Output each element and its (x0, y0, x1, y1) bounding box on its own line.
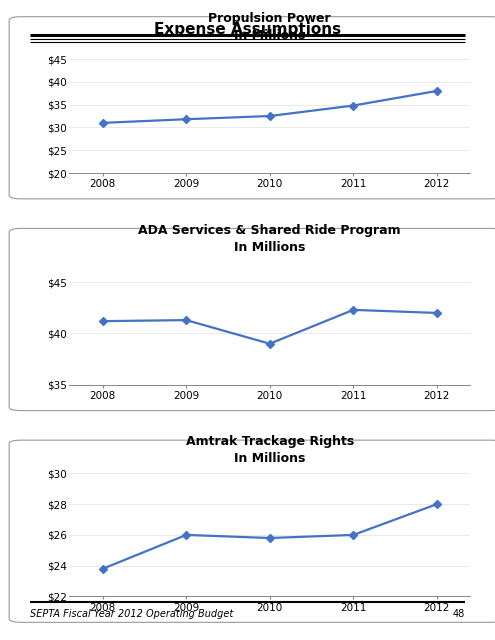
Title: Amtrak Trackage Rights
In Millions: Amtrak Trackage Rights In Millions (186, 435, 354, 465)
FancyBboxPatch shape (9, 228, 495, 411)
FancyBboxPatch shape (9, 440, 495, 622)
Text: Expense Assumptions: Expense Assumptions (154, 22, 341, 36)
Title: Propulsion Power
In Millions: Propulsion Power In Millions (208, 12, 331, 42)
Title: ADA Services & Shared Ride Program
In Millions: ADA Services & Shared Ride Program In Mi… (139, 223, 401, 253)
Text: 48: 48 (453, 609, 465, 620)
Text: SEPTA Fiscal Year 2012 Operating Budget: SEPTA Fiscal Year 2012 Operating Budget (30, 609, 233, 620)
FancyBboxPatch shape (9, 17, 495, 199)
